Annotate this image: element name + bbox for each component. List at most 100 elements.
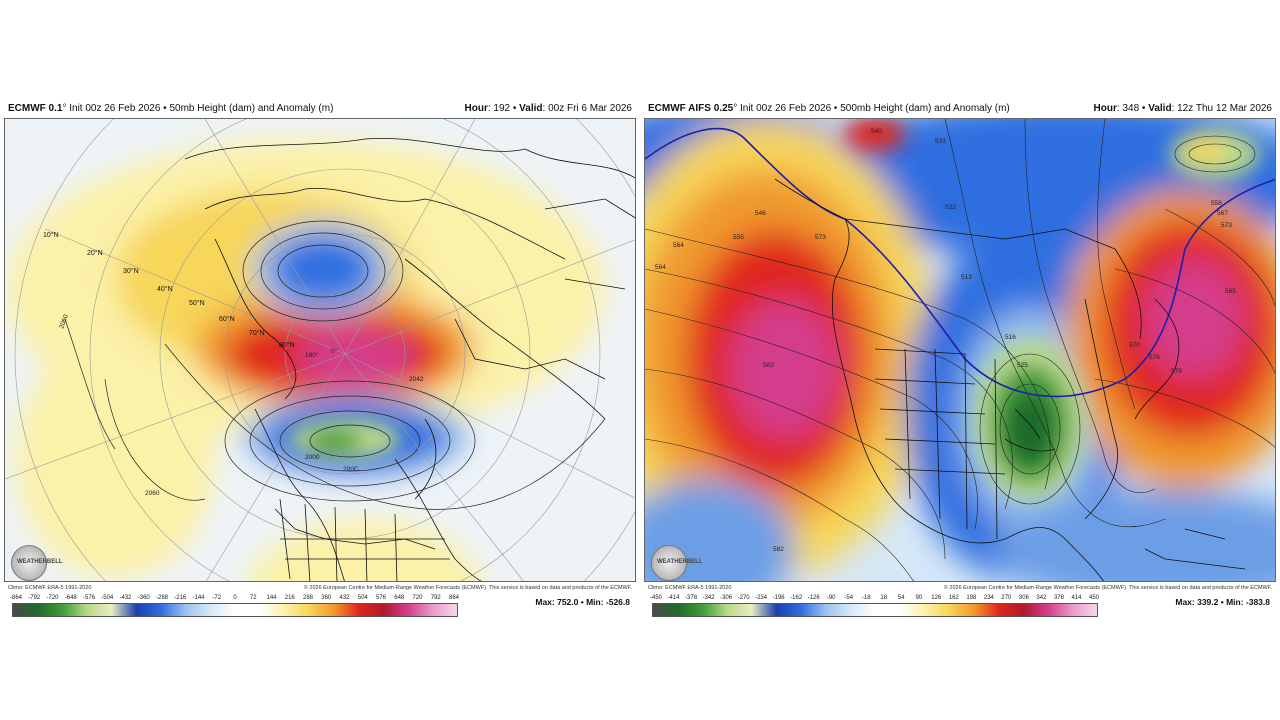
colorbar-tick-label: 144 (266, 595, 277, 601)
colorbar-tick-label: -18 (861, 595, 871, 601)
contour-label: 531 (935, 138, 946, 145)
left-hour: : 192 • (487, 103, 520, 114)
colorbar-tick-label: -144 (192, 595, 205, 601)
left-polar-map: 10°N 20°N 30°N 40°N 50°N 60°N 70°N 80°N … (4, 118, 636, 582)
weatherbell-logo (11, 545, 47, 581)
right-footer: Climo: ECMWF ERA-5 1991-2020 © 2026 Euro… (648, 583, 1272, 593)
right-valid-label: Valid (1148, 103, 1172, 114)
contour-label: 516 (1005, 334, 1016, 341)
colorbar-tick-label: 72 (249, 595, 257, 601)
colorbar-tick-label: 18 (880, 595, 888, 601)
colorbar-tick-label: -504 (101, 595, 114, 601)
lat-label: 60°N (219, 315, 235, 323)
contour-label: 200C (343, 466, 359, 473)
colorbar-tick-label: -450 (649, 595, 663, 601)
colorbar-tick-label: -198 (772, 595, 785, 601)
right-copyright: © 2026 European Centre for Medium-Range … (943, 585, 1272, 591)
right-map-panel: ECMWF AIFS 0.25° Init 00z 26 Feb 2026 • … (644, 100, 1276, 620)
left-copyright: © 2026 European Centre for Medium-Range … (303, 585, 632, 591)
colorbar-tick-label: -90 (826, 595, 836, 601)
lat-label: 10°N (43, 231, 59, 239)
contour-label: 564 (673, 242, 684, 249)
colorbar-tick-label: 432 (339, 595, 350, 601)
colorbar-tick-label: 54 (897, 595, 905, 601)
left-valid-label: Valid (519, 103, 543, 114)
colorbar-tick-label: 342 (1036, 595, 1047, 601)
colorbar-tick-label: 234 (983, 595, 994, 601)
left-model-desc: ° Init 00z 26 Feb 2026 • 50mb Height (da… (62, 103, 334, 114)
colorbar-tick-label: -342 (702, 595, 715, 601)
left-map-svg: 10°N 20°N 30°N 40°N 50°N 60°N 70°N 80°N … (5, 119, 635, 581)
lat-label: 40°N (157, 285, 173, 293)
colorbar-tick-label: -306 (720, 595, 733, 601)
lat-label: 30°N (123, 267, 139, 275)
colorbar-tick-label: -234 (755, 595, 768, 601)
contour-labels: 564 555 546 582 573 540 531 522 513 516 … (655, 128, 1236, 553)
colorbar-tick-label: 792 (430, 595, 441, 601)
left-colorbar: -864 -792 -720 -648 -576 -504 -432 -360 -288 -216… (9, 594, 460, 617)
colorbar-tick-label: 126 (931, 595, 942, 601)
colorbar-tick-label: 450 (1088, 595, 1100, 601)
colorbar-tick-label: 648 (394, 595, 405, 601)
contour-label: 558 (1211, 200, 1222, 207)
colorbar-tick-label: -792 (28, 595, 41, 601)
colorbar-tick-label: 504 (357, 595, 368, 601)
colorbar-tick-label: -378 (685, 595, 698, 601)
lat-label: 20°N (87, 249, 103, 257)
contour-label: 555 (733, 234, 744, 241)
contour-label: 522 (945, 204, 956, 211)
right-model-name: ECMWF AIFS 0.25 (648, 103, 734, 114)
colorbar-tick-label: 162 (948, 595, 959, 601)
colorbar-tick-label: -414 (667, 595, 680, 601)
contour-label: 576 (1149, 354, 1160, 361)
right-hour: : 348 • (1116, 103, 1149, 114)
left-hour-label: Hour (464, 103, 488, 114)
colorbar-tick-label: 720 (412, 595, 423, 601)
contour-label: 2000 (305, 454, 320, 461)
right-max-min: Max: 339.2 • Min: -383.8 (1175, 597, 1270, 607)
contour-label: 585 (1225, 288, 1236, 295)
colorbar-tick-label: -54 (844, 595, 854, 601)
colorbar-tick-label: -720 (46, 595, 59, 601)
colorbar-tick-label: 864 (448, 595, 460, 601)
colorbar-tick-label: -864 (9, 595, 23, 601)
right-hour-label: Hour (1093, 103, 1117, 114)
colorbar-tick-label: -270 (737, 595, 750, 601)
contour-label: 582 (763, 362, 774, 369)
contour-label: 582 (773, 546, 784, 553)
colorbar-tick-label: -576 (82, 595, 96, 601)
contour-label: 540 (871, 128, 882, 135)
lat-label: 80°N (279, 341, 295, 349)
right-map-svg: 564 555 546 582 573 540 531 522 513 516 … (645, 119, 1275, 581)
left-colorbar-labels: -864 -792 -720 -648 -576 -504 -432 -360 -288 -216… (9, 594, 460, 603)
colorbar-tick-label: 306 (1018, 595, 1029, 601)
right-colorbar-labels: -450 -414 -378 -342 -306 -270 -234 -198 -162 -126… (649, 594, 1100, 603)
lat-label: 50°N (189, 299, 205, 307)
contour-label: 2042 (409, 376, 424, 383)
left-valid: : 00z Fri 6 Mar 2026 (542, 103, 632, 114)
height-contours (645, 119, 1275, 581)
colorbar-tick-label: 378 (1053, 595, 1064, 601)
left-footer: Climo: ECMWF ERA-5 1991-2020 © 2026 Euro… (8, 583, 632, 593)
left-map-panel: ECMWF 0.1° Init 00z 26 Feb 2026 • 50mb H… (4, 100, 636, 620)
contour-label: 573 (815, 234, 826, 241)
colorbar-tick-label: 90 (915, 595, 923, 601)
left-climo: Climo: ECMWF ERA-5 1991-2020 (8, 585, 92, 591)
colorbar-tick-label: 360 (321, 595, 332, 601)
weatherbell-logo (651, 545, 687, 581)
right-colorbar-strip (652, 603, 1098, 617)
colorbar-tick-label: -162 (790, 595, 803, 601)
colorbar-tick-label: -288 (155, 595, 169, 601)
colorbar-tick-label: -72 (212, 595, 222, 601)
contour-label: 180° (305, 351, 319, 359)
contour-label: 513 (961, 274, 972, 281)
contour-label: 567 (1217, 210, 1228, 217)
colorbar-tick-label: -126 (807, 595, 820, 601)
colorbar-tick-label: 414 (1071, 595, 1082, 601)
colorbar-tick-label: -648 (64, 595, 77, 601)
contour-label: 573 (1221, 222, 1232, 229)
coastlines (184, 137, 635, 581)
contour-label: 0° (331, 347, 338, 355)
anomaly-shading (645, 119, 1275, 581)
contour-label: 2060 (58, 313, 70, 329)
